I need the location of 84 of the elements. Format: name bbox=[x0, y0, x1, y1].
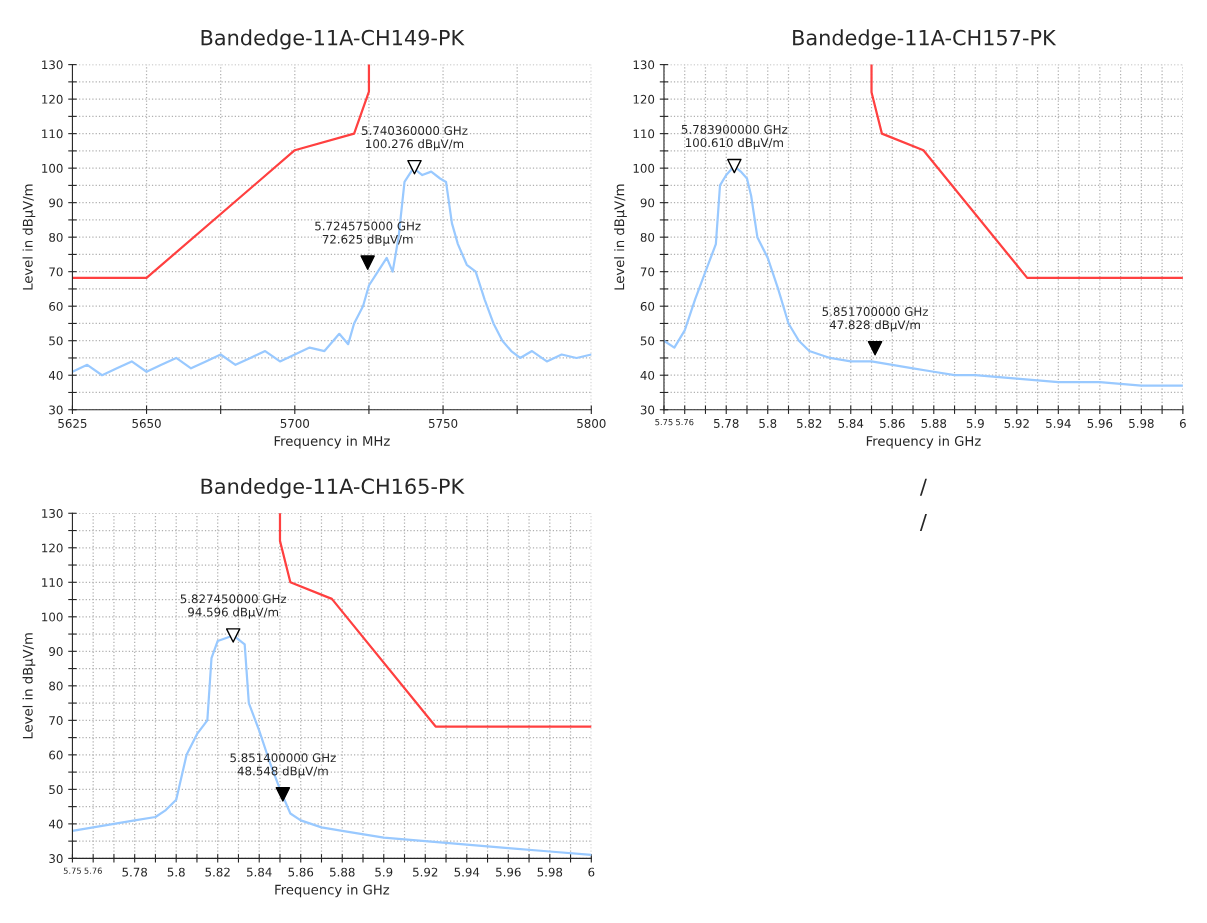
y-tick-label: 80 bbox=[640, 232, 655, 242]
x-tick-label: 5.78 bbox=[122, 867, 148, 877]
y-axis-title: Level in dBµV/m bbox=[22, 184, 36, 290]
y-tick-label: 130 bbox=[42, 60, 63, 70]
x-tick-label: 5.96 bbox=[496, 867, 521, 877]
chart-title: Bandedge-11A-CH149-PK bbox=[201, 29, 465, 50]
y-tick-label: 130 bbox=[42, 508, 63, 518]
y-tick-label: 60 bbox=[49, 750, 63, 760]
y-tick-label: 100 bbox=[633, 163, 655, 173]
x-axis-title: Frequency in MHz bbox=[274, 435, 390, 449]
y-tick-label: 60 bbox=[640, 301, 655, 311]
x-tick-label: 5.9 bbox=[966, 418, 984, 428]
x-tick-label: 5.92 bbox=[1004, 418, 1029, 428]
x-tick-label: 5.76 bbox=[84, 867, 102, 874]
y-tick-label: 90 bbox=[49, 647, 63, 656]
x-tick-label: 5.98 bbox=[537, 867, 563, 877]
x-tick-label: 5.78 bbox=[714, 418, 739, 428]
x-axis-title: Frequency in GHz bbox=[866, 435, 981, 449]
chart-title: Bandedge-11A-CH157-PK bbox=[793, 29, 1057, 50]
y-tick-label: 50 bbox=[49, 785, 63, 795]
annotation: 5.851700000 GHz 47.828 dBµV/m bbox=[822, 307, 928, 332]
annotation: 5.724575000 GHz 72.625 dBµV/m bbox=[315, 221, 421, 246]
y-tick-label: 120 bbox=[42, 94, 63, 104]
y-tick-label: 90 bbox=[49, 198, 63, 208]
x-tick-label: 5.9 bbox=[375, 867, 393, 877]
x-tick-label: 5.96 bbox=[1087, 418, 1113, 428]
x-tick-label: 5.76 bbox=[676, 418, 694, 426]
x-tick-label: 5.75 bbox=[655, 419, 673, 426]
annotation: 5.783900000 GHz 100.610 dBµV/m bbox=[681, 124, 788, 150]
x-tick-label: 5.98 bbox=[1129, 418, 1154, 428]
text: / bbox=[919, 478, 927, 496]
y-tick-label: 110 bbox=[42, 129, 63, 139]
y-axis-title: Level in dBµV/m bbox=[22, 633, 36, 739]
x-tick-label: 5.8 bbox=[759, 418, 777, 428]
annotation: 5.851400000 GHz 48.548 dBµV/m bbox=[230, 753, 336, 778]
annotation: 5.740360000 GHz 100.276 dBµV/m bbox=[361, 126, 468, 151]
x-tick-label: 5800 bbox=[577, 418, 606, 428]
x-tick-label: 5.82 bbox=[205, 867, 230, 877]
y-tick-label: 70 bbox=[49, 716, 63, 725]
line-series bbox=[870, 64, 1183, 280]
y-tick-label: 50 bbox=[640, 336, 655, 346]
x-tick-label: 5.8 bbox=[167, 867, 185, 877]
y-tick-label: 80 bbox=[49, 681, 63, 691]
chart-title: Bandedge-11A-CH165-PK bbox=[201, 477, 465, 499]
x-tick-label: 5650 bbox=[132, 418, 161, 428]
x-tick-label: 5.86 bbox=[880, 418, 905, 428]
y-tick-label: 50 bbox=[49, 336, 63, 346]
x-tick-label: 5.75 bbox=[63, 867, 81, 874]
y-axis-title: Level in dBµV/m bbox=[614, 184, 627, 290]
y-tick-label: 30 bbox=[49, 854, 63, 864]
x-tick-label: 5.86 bbox=[288, 867, 314, 877]
y-tick-label: 90 bbox=[640, 198, 655, 208]
x-tick-label: 6 bbox=[588, 867, 595, 877]
y-tick-label: 110 bbox=[633, 129, 655, 139]
y-tick-label: 30 bbox=[640, 405, 655, 415]
annotation: 5.827450000 GHz 94.596 dBµV/m bbox=[180, 594, 287, 619]
y-tick-label: 100 bbox=[42, 612, 63, 622]
y-tick-label: 120 bbox=[42, 543, 63, 553]
y-tick-label: 60 bbox=[49, 301, 63, 311]
x-tick-label: 5.88 bbox=[330, 867, 355, 877]
y-tick-label: 70 bbox=[640, 267, 655, 277]
text: / bbox=[919, 513, 927, 532]
x-tick-label: 5.94 bbox=[1046, 418, 1071, 428]
x-tick-label: 5.82 bbox=[797, 418, 822, 428]
x-tick-label: 5.84 bbox=[838, 418, 864, 428]
x-tick-label: 5.84 bbox=[246, 867, 272, 877]
y-tick-label: 100 bbox=[42, 163, 63, 173]
x-tick-label: 5.92 bbox=[413, 867, 438, 877]
x-axis-title: Frequency in GHz bbox=[275, 884, 390, 898]
y-tick-label: 40 bbox=[48, 370, 63, 380]
y-tick-label: 70 bbox=[49, 267, 63, 277]
x-tick-label: 5625 bbox=[58, 418, 87, 428]
x-tick-label: 5700 bbox=[280, 418, 310, 428]
y-tick-label: 40 bbox=[640, 370, 655, 380]
y-tick-label: 110 bbox=[42, 578, 63, 587]
x-tick-label: 5.94 bbox=[454, 867, 480, 877]
x-tick-label: 5750 bbox=[428, 418, 458, 428]
x-tick-label: 5.88 bbox=[921, 418, 947, 428]
y-tick-label: 30 bbox=[49, 405, 63, 415]
y-tick-label: 80 bbox=[49, 232, 63, 242]
y-tick-label: 120 bbox=[633, 94, 655, 104]
y-tick-label: 130 bbox=[633, 60, 655, 70]
x-tick-label: 6 bbox=[1179, 418, 1186, 428]
y-tick-label: 40 bbox=[48, 819, 63, 829]
